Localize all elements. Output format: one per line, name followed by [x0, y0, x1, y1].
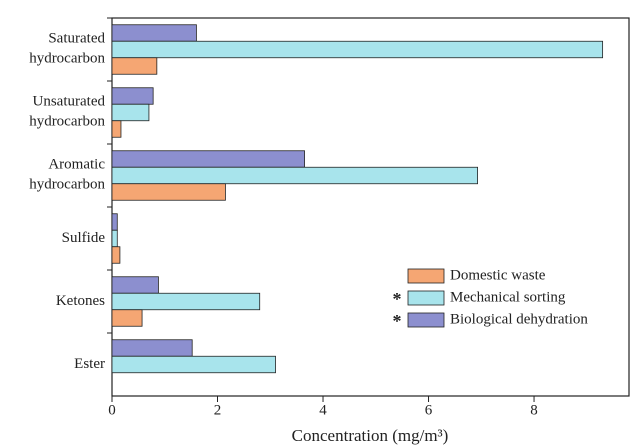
plot-frame: [111, 17, 630, 397]
bar: [111, 120, 122, 138]
bar: [111, 276, 159, 294]
x-tick-label: 2: [214, 402, 222, 418]
legend-swatch: [407, 268, 445, 284]
bar: [111, 150, 305, 168]
bar: [111, 40, 604, 59]
x-axis-title: Concentration (mg/m³): [292, 426, 449, 445]
x-tick-label: 6: [425, 402, 433, 418]
bar: [111, 229, 118, 248]
x-tick-label: 8: [530, 402, 538, 418]
legend-swatch: [407, 312, 445, 328]
y-tick-label: Ketones: [56, 293, 105, 309]
y-tick-label: Ester: [74, 356, 105, 372]
legend-swatch: [407, 290, 445, 306]
legend-label: Domestic waste: [450, 267, 546, 283]
legend-note: *: [393, 311, 402, 331]
x-tick-label: 0: [108, 402, 116, 418]
y-tick-label: Aromatic hydrocarbon: [29, 157, 105, 193]
legend-label: Biological dehydration: [450, 311, 588, 327]
bar: [111, 24, 197, 42]
bar: [111, 355, 276, 374]
x-tick-label: 4: [319, 402, 327, 418]
bar: [111, 87, 154, 105]
bar: [111, 309, 143, 327]
y-tick-label: Saturated hydrocarbon: [29, 31, 105, 67]
bar: [111, 103, 150, 122]
bar: [111, 292, 261, 311]
bar: [111, 213, 118, 231]
y-tick-label: Sulfide: [62, 230, 106, 246]
legend-label: Mechanical sorting: [450, 289, 566, 305]
bar: [111, 246, 121, 264]
legend-note: *: [393, 289, 402, 309]
y-tick-label: Unsaturated hydrocarbon: [29, 94, 105, 130]
bar: [111, 57, 158, 75]
bar: [111, 339, 193, 357]
bar: [111, 166, 478, 185]
bar: [111, 183, 226, 201]
